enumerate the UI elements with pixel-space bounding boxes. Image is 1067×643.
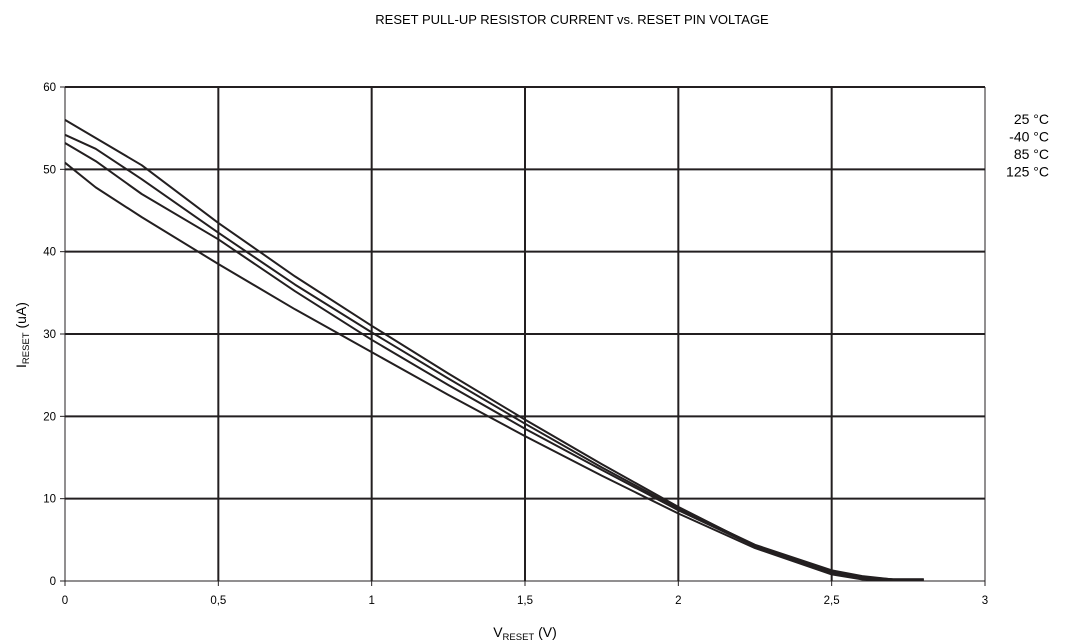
x-tick-label: 1,5	[517, 595, 533, 607]
legend: 25 °C -40 °C85 °C 125 °C	[1006, 111, 1049, 180]
legend-entry: 125 °C	[1006, 164, 1049, 180]
series-group	[64, 119, 924, 582]
y-axis-label-sub: RESET	[21, 332, 32, 364]
y-tick-label: 10	[43, 494, 56, 506]
y-tick-label: 40	[43, 247, 56, 259]
series-line-2	[64, 142, 924, 581]
y-tick-label: 20	[43, 411, 56, 423]
y-axis-label-main: I	[13, 364, 29, 368]
chart-title: RESET PULL-UP RESISTOR CURRENT vs. RESET…	[375, 12, 769, 27]
legend-entry: 25 °C	[1014, 111, 1049, 127]
x-axis-label-sub: RESET	[503, 632, 535, 643]
legend-entry: -40 °C	[1009, 129, 1049, 145]
x-axis-label-main: V	[493, 624, 503, 640]
y-tick-label: 60	[43, 82, 56, 94]
x-tick-label: 1	[368, 595, 374, 607]
series-line-1	[64, 133, 924, 581]
y-axis-label: IRESET (uA)	[13, 302, 32, 368]
series-line-0	[64, 119, 924, 581]
x-tick-label: 2	[675, 595, 681, 607]
tick-labels: 0 10 20 30 40 50 60 0 0,5 1 1,5 2 2,5 3	[43, 82, 988, 607]
y-axis-label-unit: (uA)	[13, 302, 29, 332]
grid	[65, 86, 986, 581]
x-tick-label: 0,5	[210, 595, 226, 607]
y-tick-label: 30	[43, 329, 56, 341]
y-tick-label: 0	[50, 576, 56, 588]
legend-entry: 85 °C	[1014, 146, 1049, 162]
x-axis-label-unit: (V)	[534, 624, 557, 640]
x-axis-label: VRESET (V)	[493, 624, 557, 643]
x-tick-label: 2,5	[824, 595, 840, 607]
series-line-3	[64, 161, 924, 582]
x-tick-label: 3	[982, 595, 988, 607]
y-tick-label: 50	[43, 164, 56, 176]
x-tick-label: 0	[62, 595, 68, 607]
axes	[60, 86, 986, 586]
